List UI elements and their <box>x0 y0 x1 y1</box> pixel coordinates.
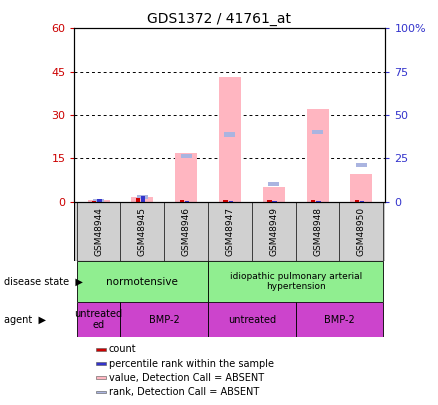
Bar <box>180 154 192 158</box>
Bar <box>97 199 102 202</box>
Text: value, Detection Call = ABSENT: value, Detection Call = ABSENT <box>109 373 264 383</box>
Text: rank, Detection Call = ABSENT: rank, Detection Call = ABSENT <box>109 387 259 397</box>
Bar <box>175 153 197 202</box>
Text: disease state  ▶: disease state ▶ <box>4 277 83 287</box>
Bar <box>136 198 140 202</box>
Bar <box>355 200 359 202</box>
Bar <box>223 200 228 202</box>
Text: GSM48945: GSM48945 <box>138 207 147 256</box>
Bar <box>180 200 184 202</box>
Bar <box>268 181 279 186</box>
Bar <box>77 302 120 337</box>
Text: GDS1372 / 41761_at: GDS1372 / 41761_at <box>147 12 291 26</box>
Text: GSM48946: GSM48946 <box>182 207 191 256</box>
Bar <box>208 302 296 337</box>
Bar <box>141 196 145 202</box>
Text: BMP-2: BMP-2 <box>324 315 355 325</box>
Text: idiopathic pulmonary arterial
hypertension: idiopathic pulmonary arterial hypertensi… <box>230 272 362 292</box>
Text: agent  ▶: agent ▶ <box>4 315 46 325</box>
Bar <box>77 261 208 302</box>
Bar <box>307 109 328 202</box>
Text: untreated
ed: untreated ed <box>74 309 123 330</box>
Text: BMP-2: BMP-2 <box>149 315 180 325</box>
Bar <box>120 302 208 337</box>
Bar <box>88 200 110 202</box>
Bar <box>96 391 106 394</box>
Bar <box>229 200 233 202</box>
Bar <box>96 377 106 379</box>
Bar <box>96 348 106 351</box>
Bar <box>272 201 277 202</box>
Text: normotensive: normotensive <box>106 277 178 287</box>
Text: GSM48944: GSM48944 <box>94 207 103 256</box>
Bar <box>350 174 372 202</box>
Text: count: count <box>109 344 137 354</box>
Bar <box>131 198 153 202</box>
Text: GSM48950: GSM48950 <box>357 207 366 256</box>
Text: GSM48949: GSM48949 <box>269 207 278 256</box>
Bar <box>185 201 189 202</box>
Bar <box>208 261 383 302</box>
Bar <box>356 163 367 167</box>
Bar <box>312 130 323 134</box>
Bar <box>311 200 315 202</box>
Bar <box>316 200 321 202</box>
Bar <box>225 132 236 137</box>
Bar <box>92 201 96 202</box>
Bar <box>96 362 106 365</box>
Bar <box>93 199 104 203</box>
Text: GSM48947: GSM48947 <box>226 207 234 256</box>
Text: percentile rank within the sample: percentile rank within the sample <box>109 358 274 369</box>
Bar <box>296 302 383 337</box>
Text: GSM48948: GSM48948 <box>313 207 322 256</box>
Text: untreated: untreated <box>228 315 276 325</box>
Bar <box>267 200 272 202</box>
Bar <box>263 188 285 202</box>
Bar <box>219 77 241 202</box>
Bar <box>360 200 364 202</box>
Bar <box>137 194 148 199</box>
